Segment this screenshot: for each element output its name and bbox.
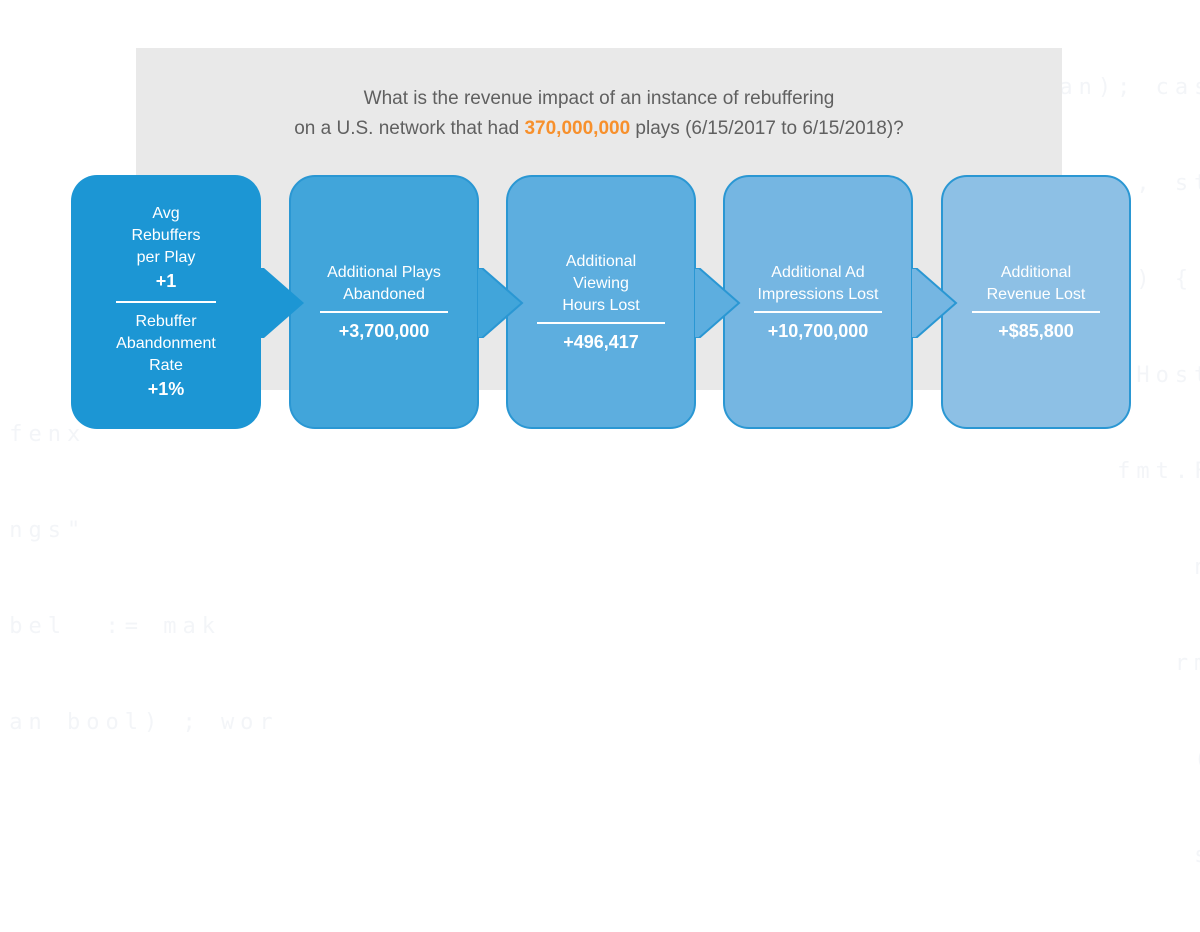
arrow-right-icon — [695, 268, 741, 338]
step-label: Avg — [152, 205, 180, 222]
step-box-ad-impressions-lost: Additional Ad Impressions Lost +10,700,0… — [723, 175, 913, 429]
step-label: Abandonment — [116, 335, 216, 352]
step-label: per Play — [136, 249, 196, 266]
step-label: Rebuffers — [131, 227, 201, 244]
divider — [116, 301, 216, 303]
step-label: Additional — [565, 252, 637, 270]
ad-impressions-value: +10,700,000 — [767, 320, 869, 341]
divider — [320, 310, 448, 313]
step-label: Revenue Lost — [986, 285, 1086, 303]
plays-highlight: 370,000,000 — [524, 118, 631, 139]
viewing-hours-value: +496,417 — [563, 331, 639, 352]
step-label: Additional — [1000, 263, 1072, 281]
step-label: Additional Ad — [771, 263, 865, 281]
step-box-rebuffer-inputs: Avg Rebuffers per Play +1 Rebuffer Aband… — [71, 175, 261, 429]
step-box-viewing-hours-lost: Additional Viewing Hours Lost +496,417 — [506, 175, 696, 429]
revenue-lost-value: +$85,800 — [998, 320, 1074, 341]
question-line-2: on a U.S. network that had 370,000,000 p… — [294, 118, 904, 139]
step-label: Rate — [149, 357, 183, 374]
arrow-right-icon — [912, 268, 958, 338]
plays-abandoned-value: +3,700,000 — [338, 320, 430, 341]
abandonment-rate-value: +1% — [147, 379, 185, 399]
step-box-plays-abandoned: Additional Plays Abandoned +3,700,000 — [289, 175, 479, 429]
step-label: Impressions Lost — [757, 285, 879, 303]
divider — [537, 321, 665, 324]
divider — [754, 310, 882, 313]
question-line-1: What is the revenue impact of an instanc… — [363, 88, 835, 109]
question-text: What is the revenue impact of an instanc… — [136, 84, 1062, 144]
step-label: Hours Lost — [562, 296, 640, 314]
step-label: Abandoned — [343, 285, 425, 303]
step-label: Rebuffer — [135, 313, 197, 330]
arrow-right-icon — [478, 268, 524, 338]
step-box-revenue-lost: Additional Revenue Lost +$85,800 — [941, 175, 1131, 429]
step-label: Additional Plays — [327, 263, 441, 281]
arrow-right-icon — [260, 268, 304, 338]
avg-rebuffers-value: +1 — [155, 271, 177, 291]
step-label: Viewing — [573, 274, 629, 292]
divider — [972, 310, 1100, 313]
